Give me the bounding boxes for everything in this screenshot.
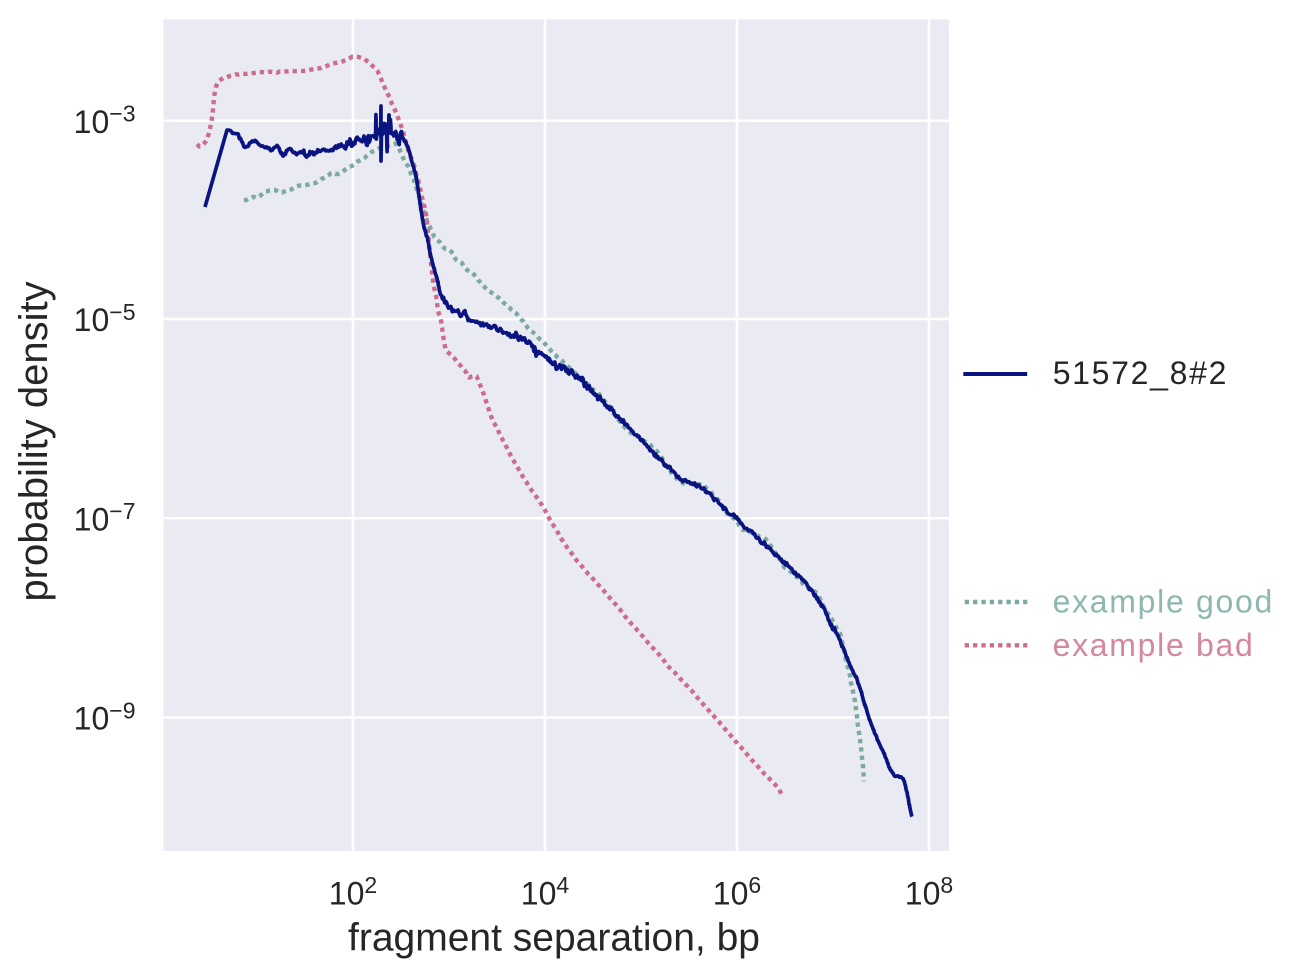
svg-text:10−7: 10−7 [74, 498, 136, 537]
svg-text:example good: example good [1053, 584, 1274, 620]
svg-text:probability density: probability density [12, 281, 56, 601]
svg-text:fragment separation, bp: fragment separation, bp [348, 917, 760, 960]
svg-text:example bad: example bad [1053, 627, 1255, 663]
svg-text:51572_8#2: 51572_8#2 [1053, 355, 1228, 391]
svg-text:106: 106 [713, 872, 761, 911]
svg-text:104: 104 [521, 872, 570, 911]
svg-text:10−5: 10−5 [74, 299, 136, 338]
svg-text:10−9: 10−9 [74, 697, 136, 736]
